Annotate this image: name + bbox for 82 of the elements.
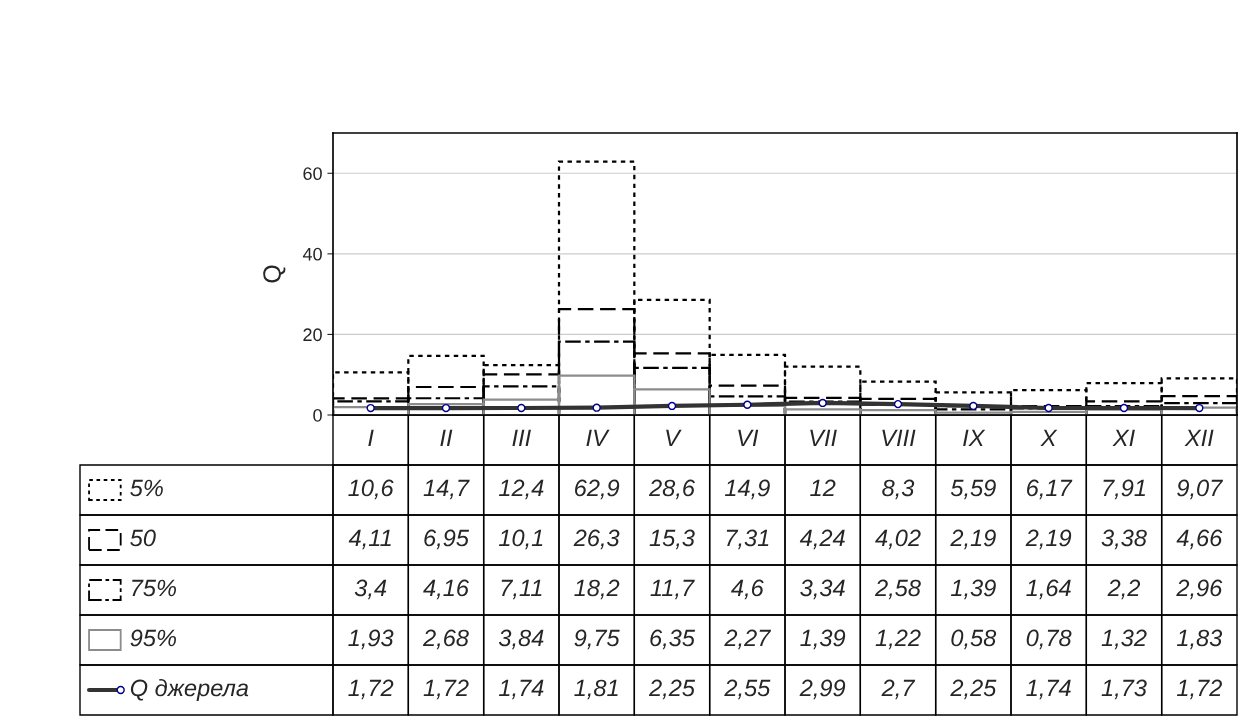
data-label: 3,38 [1101,529,1147,550]
data-label: 8,3 [882,479,915,500]
data-label: 10,1 [498,529,543,550]
data-label: 1,73 [1101,679,1147,700]
data-label: 9,07 [1177,479,1224,500]
x-tick-label: IV [586,429,610,447]
x-tick-label: VII [810,429,837,447]
data-label: 4,24 [799,529,845,550]
data-label: 7,11 [501,579,542,600]
data-label: 1,32 [1101,629,1147,650]
data-label: 4,6 [731,579,764,600]
legend-label: 75% [132,579,176,597]
x-tick-label: X [1040,429,1058,447]
data-label: 5,59 [950,479,996,500]
x-tick-label: XI [1112,429,1135,447]
data-label: 2,2 [1107,579,1141,600]
data-label: 18,2 [574,579,620,600]
x-tick-label: VIII [882,429,916,447]
data-label: 14,7 [423,479,470,500]
data-label: 3,84 [498,629,544,650]
data-label: 7,91 [1103,479,1145,500]
data-label: 11,7 [650,579,695,600]
x-tick-label: III [512,429,531,447]
data-label: 28,6 [648,479,695,500]
data-label: 1,22 [875,629,921,650]
x-tick-label: I [368,429,374,447]
data-label: 2,99 [799,679,846,700]
data-label: 4,02 [875,529,921,550]
data-label: 62,9 [575,479,620,500]
data-label: 2,25 [648,679,696,700]
data-label: 4,11 [348,529,391,550]
y-tick-label: 0 [313,408,322,422]
x-tick-label: II [440,429,453,447]
data-label: 7,31 [726,529,769,550]
data-label: 6,95 [424,529,470,550]
x-tick-label: VI [738,429,759,447]
data-label: 4,16 [423,579,469,600]
x-tick-label: XII [1184,429,1214,447]
data-label: 1,93 [348,629,394,650]
data-label: 1,72 [1176,679,1222,700]
data-label: 12,4 [498,479,544,500]
data-label: 1,39 [800,629,846,650]
data-label: 3,4 [354,579,387,600]
data-label: 2,25 [950,679,997,700]
data-label: 26,3 [573,529,620,550]
data-label: 6,35 [650,629,696,650]
legend-label: Q джерела [130,678,249,702]
data-label: 2,19 [1025,529,1072,550]
data-label: 9,75 [574,629,620,650]
data-label: 6,17 [1027,479,1073,500]
data-label: 0,58 [951,629,997,650]
data-label: 2,19 [950,529,996,550]
data-label: 2,55 [724,679,771,700]
data-label: 1,64 [1026,579,1071,600]
data-label: 1,83 [1176,629,1223,650]
data-label: 14,9 [724,479,770,500]
y-tick-label: 60 [303,167,322,181]
data-label: 1,81 [574,679,618,700]
data-label: 15,3 [649,529,695,550]
data-label: 4,66 [1176,529,1223,550]
data-label: 2,7 [881,679,916,700]
x-tick-label: IX [963,429,986,447]
data-label: 2,58 [874,579,921,600]
data-label: 10,6 [348,479,394,500]
data-label: 1,39 [950,579,996,600]
data-label: 3,34 [800,579,845,600]
data-label: 0,78 [1026,629,1072,650]
legend-label: 50 [130,529,156,547]
data-label: 2,96 [1176,579,1223,600]
y-tick-label: 40 [302,247,322,261]
data-label: 2,27 [724,629,772,650]
data-label: 1,74 [1026,679,1071,700]
legend-label: 95% [130,629,176,647]
x-tick-label: V [666,429,682,447]
data-label: 2,68 [422,629,469,650]
y-axis-title: Q [263,265,286,283]
data-label: 1,74 [498,679,544,700]
data-label: 12 [810,479,836,497]
data-label: 1,72 [348,679,394,700]
y-tick-label: 20 [303,328,322,342]
legend-label: 5% [130,479,163,497]
data-label: 1,72 [423,679,469,700]
